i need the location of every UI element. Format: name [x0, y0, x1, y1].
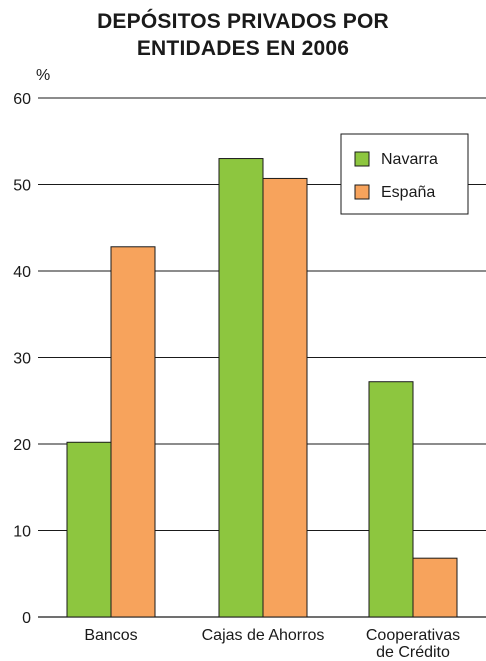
bar-espaa-2: [412, 557, 458, 618]
bar-espaa-1: [262, 177, 308, 618]
bar-espaa-0: [110, 246, 156, 618]
chart-title-line-1: DEPÓSITOS PRIVADOS POR: [97, 10, 389, 33]
y-tick-label: 50: [13, 178, 31, 195]
legend-box: [340, 133, 469, 215]
category-label: Cooperativas: [366, 627, 460, 644]
category-label: Bancos: [84, 627, 137, 644]
bars: [66, 158, 458, 618]
y-tick-label: 60: [13, 91, 31, 108]
bar-navarra-0: [66, 441, 112, 618]
bar-navarra-2: [368, 381, 414, 618]
y-tick-label: 30: [13, 351, 31, 368]
category-label: Cajas de Ahorros: [202, 627, 325, 644]
chart-title: DEPÓSITOS PRIVADOS POR ENTIDADES EN 2006: [0, 8, 486, 62]
chart-title-line-2: ENTIDADES EN 2006: [136, 37, 350, 60]
y-axis-unit: %: [36, 67, 50, 84]
y-tick-label: 40: [13, 264, 31, 281]
legend-label: España: [381, 184, 435, 201]
y-tick-label: 0: [22, 610, 31, 627]
y-tick-label: 20: [13, 437, 31, 454]
legend-swatch: [354, 184, 370, 200]
y-tick-label: 10: [13, 524, 31, 541]
legend-label: Navarra: [381, 151, 438, 168]
bar-navarra-1: [218, 158, 264, 618]
legend-swatch: [354, 151, 370, 167]
category-label: de Crédito: [376, 644, 450, 661]
legend: Navarra España: [340, 133, 469, 215]
y-axis-ticks: 0 10 20 30 40 50 60: [13, 91, 31, 627]
